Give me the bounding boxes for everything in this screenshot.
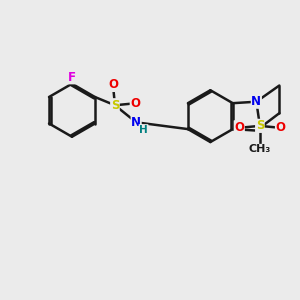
Text: O: O — [275, 121, 286, 134]
Text: S: S — [256, 119, 264, 132]
Text: O: O — [109, 78, 118, 92]
Text: S: S — [111, 99, 119, 112]
Text: O: O — [130, 97, 140, 110]
Text: N: N — [131, 116, 141, 129]
Text: H: H — [139, 125, 148, 135]
Text: CH₃: CH₃ — [249, 144, 271, 154]
Text: F: F — [68, 71, 76, 84]
Text: O: O — [234, 121, 244, 134]
Text: N: N — [251, 95, 261, 108]
